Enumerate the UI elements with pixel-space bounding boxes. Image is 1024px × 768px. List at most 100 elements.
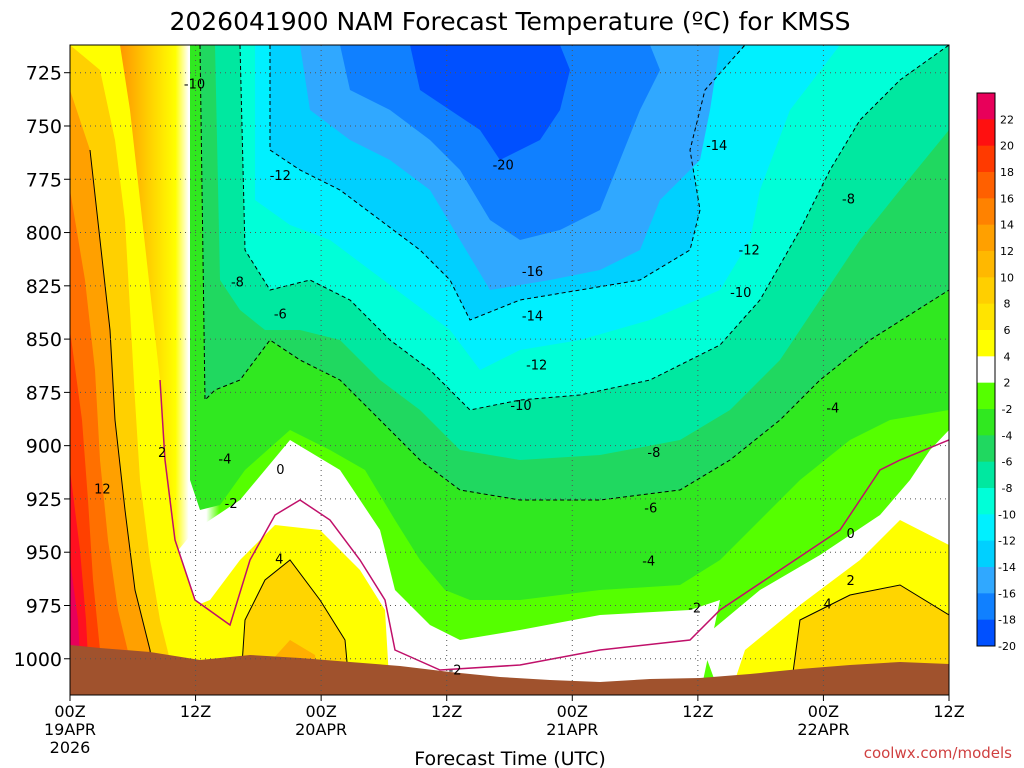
colorbar-swatch	[977, 382, 995, 410]
contour-label: 0	[276, 463, 284, 478]
colorbar-label: -18	[998, 614, 1016, 627]
x-tick-label: 00Z	[808, 702, 839, 721]
colorbar-swatch	[977, 277, 995, 305]
x-tick-label: 00Z	[54, 702, 85, 721]
contour-label: -2	[688, 602, 701, 617]
colorbar-label: 20	[1000, 140, 1014, 153]
colorbar-label: 10	[1000, 271, 1014, 284]
colorbar-swatch	[977, 488, 995, 515]
x-tick-label: 12Z	[431, 702, 462, 721]
colorbar-label: -2	[1002, 403, 1013, 416]
x-tick-date: 21APR	[546, 720, 598, 739]
colorbar-swatch	[977, 145, 995, 173]
contour-dashed-cold-2	[269, 45, 746, 321]
y-tick-label: 875	[26, 382, 62, 404]
colorbar-swatch	[977, 224, 995, 252]
colorbar-swatch	[977, 356, 995, 384]
contour-label: -4	[826, 401, 839, 416]
colorbar-label: 4	[1004, 350, 1011, 363]
x-tick-label: 12Z	[180, 702, 211, 721]
y-tick-label: 1000	[14, 649, 62, 671]
colorbar-label: 18	[1000, 166, 1014, 179]
y-tick-label: 800	[26, 223, 62, 245]
colorbar-label: 12	[1000, 245, 1014, 258]
colorbar-swatch	[977, 619, 995, 647]
contour-label: -4	[218, 452, 231, 467]
colorbar-swatch	[977, 172, 995, 199]
colorbar-label: -14	[998, 561, 1016, 574]
contour-label: -20	[493, 158, 514, 173]
band-deepblue	[410, 45, 570, 160]
contour-label: -4	[642, 555, 655, 570]
y-tick-label: 775	[26, 169, 62, 191]
colorbar-swatch	[977, 461, 995, 489]
contour-label: -8	[647, 446, 660, 461]
plot-area	[70, 45, 949, 695]
y-tick-label: 850	[26, 329, 62, 351]
contour-label: -8	[842, 192, 855, 207]
colorbar-label: 22	[1000, 113, 1014, 126]
contour-label: -12	[526, 359, 547, 374]
contour-label: -14	[706, 139, 727, 154]
y-tick-label: 925	[26, 489, 62, 511]
contour-dashed-cold	[239, 45, 949, 411]
plot-frame	[69, 44, 950, 696]
colorbar-swatch	[977, 514, 995, 542]
colorbar-label: 16	[1000, 192, 1014, 205]
colorbar-label: 6	[1004, 324, 1011, 337]
colorbar-swatch	[977, 330, 995, 357]
contour-labels: -10-14-20-12-8-12-16-8-10-6 -14-12-4-10-8…	[94, 77, 855, 678]
terrain	[70, 645, 949, 695]
colorbar-swatch	[977, 251, 995, 278]
y-tick-label: 900	[26, 436, 62, 458]
colorbar-swatch	[977, 435, 995, 463]
contour-zero	[159, 379, 949, 671]
colorbar-swatch	[977, 593, 995, 621]
contour-label: -2	[225, 497, 238, 512]
y-tick-label: 975	[26, 595, 62, 617]
x-tick-date: 19APR	[44, 720, 96, 739]
y-tick-label: 750	[26, 116, 62, 138]
colorbar-swatch	[977, 567, 995, 594]
colorbar-label: -8	[1002, 482, 1013, 495]
contour-label: -12	[739, 244, 760, 259]
contour-label: -6	[644, 501, 657, 516]
colorbar-swatch	[977, 119, 995, 147]
contour-label: 0	[846, 527, 854, 542]
y-tick-label: 825	[26, 276, 62, 298]
contour-label: -16	[522, 265, 543, 280]
contour-label: -10	[184, 77, 205, 92]
colorbar-label: -4	[1002, 429, 1013, 442]
contour-label: 2	[846, 574, 854, 589]
contour-label: -14	[522, 310, 543, 325]
x-tick-label: 00Z	[557, 702, 588, 721]
y-axis: 725 750 775 800 825 850 875 900 925 950 975 1000	[14, 63, 70, 671]
colorbar-swatch	[977, 93, 995, 120]
contour-label: -8	[231, 276, 244, 291]
credit-text: coolwx.com/models	[864, 744, 1012, 762]
colorbar-label: -20	[998, 640, 1016, 653]
x-tick-date: 20APR	[295, 720, 347, 739]
contour-label: -10	[510, 399, 531, 414]
contour-label: -6	[274, 308, 287, 323]
contour-label: 4	[275, 553, 283, 568]
colorbar-label: -16	[998, 587, 1016, 600]
colorbar-label: 2	[1004, 377, 1011, 390]
colorbar-label: -10	[998, 508, 1016, 521]
contour-label: 12	[94, 482, 111, 497]
colorbar-swatch	[977, 409, 995, 436]
x-tick-date: 22APR	[797, 720, 849, 739]
x-axis-label: Forecast Time (UTC)	[414, 748, 605, 768]
y-tick-label: 950	[26, 542, 62, 564]
contour-dashed-cold-3	[199, 45, 949, 501]
x-tick-label: 12Z	[933, 702, 964, 721]
colorbar-swatch	[977, 198, 995, 226]
colorbar-swatch	[977, 540, 995, 568]
colorbar-frame	[976, 92, 996, 647]
colorbar-swatch	[977, 303, 995, 331]
contour-label: -10	[730, 286, 751, 301]
contour-label: 2	[158, 446, 166, 461]
x-tick-label: 00Z	[305, 702, 336, 721]
